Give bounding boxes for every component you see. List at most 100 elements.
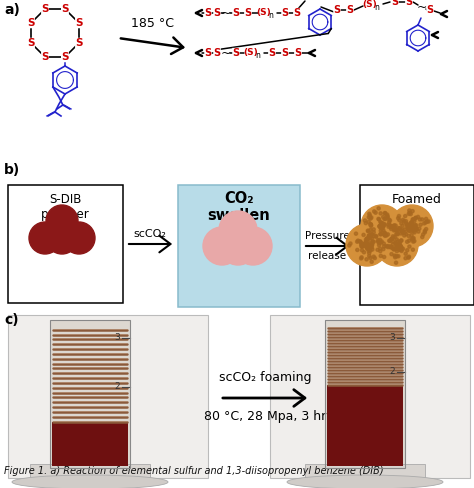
Circle shape — [373, 235, 375, 238]
Bar — [327, 385, 403, 466]
Circle shape — [407, 229, 410, 232]
Circle shape — [395, 244, 399, 246]
Circle shape — [379, 247, 382, 250]
Circle shape — [400, 246, 403, 249]
Circle shape — [409, 226, 412, 229]
Circle shape — [389, 246, 392, 249]
Circle shape — [382, 247, 385, 251]
Circle shape — [390, 252, 393, 256]
Text: S: S — [232, 48, 239, 58]
Circle shape — [406, 249, 409, 252]
Circle shape — [378, 224, 381, 228]
Circle shape — [420, 235, 424, 239]
Circle shape — [360, 256, 363, 259]
Circle shape — [364, 242, 367, 245]
Circle shape — [365, 238, 367, 241]
Circle shape — [372, 231, 375, 234]
Circle shape — [406, 240, 409, 244]
Text: S: S — [41, 4, 49, 14]
Circle shape — [423, 229, 427, 232]
Circle shape — [426, 220, 429, 223]
Circle shape — [366, 229, 370, 232]
Circle shape — [377, 244, 381, 247]
Circle shape — [386, 215, 389, 218]
Circle shape — [366, 246, 370, 250]
Circle shape — [388, 219, 392, 222]
Circle shape — [383, 223, 386, 226]
Circle shape — [219, 211, 257, 249]
Circle shape — [411, 218, 415, 221]
Circle shape — [411, 218, 414, 221]
Circle shape — [366, 244, 369, 247]
Circle shape — [361, 205, 403, 247]
Circle shape — [346, 224, 388, 266]
Circle shape — [379, 212, 382, 215]
Circle shape — [373, 257, 376, 260]
Circle shape — [359, 240, 362, 243]
Circle shape — [396, 240, 399, 243]
Text: release: release — [308, 251, 346, 261]
Circle shape — [408, 223, 411, 226]
Circle shape — [398, 247, 401, 251]
Circle shape — [394, 241, 397, 244]
Circle shape — [394, 229, 398, 232]
Bar — [325, 320, 405, 468]
Circle shape — [366, 237, 369, 241]
Circle shape — [365, 240, 367, 243]
Text: S: S — [27, 18, 35, 28]
Circle shape — [387, 244, 390, 248]
Circle shape — [361, 243, 365, 246]
Circle shape — [395, 247, 399, 251]
Circle shape — [368, 254, 371, 258]
Circle shape — [399, 244, 402, 247]
Text: S-DIB
polymer: S-DIB polymer — [41, 193, 90, 221]
Text: (S): (S) — [363, 0, 377, 8]
Bar — [360, 185, 474, 305]
Circle shape — [360, 242, 363, 245]
Circle shape — [390, 238, 392, 241]
Text: CO₂
swollen: CO₂ swollen — [208, 191, 270, 224]
Circle shape — [392, 229, 396, 232]
Circle shape — [383, 231, 386, 234]
Circle shape — [397, 244, 400, 247]
Circle shape — [398, 241, 401, 244]
Circle shape — [397, 255, 400, 258]
Circle shape — [389, 245, 392, 248]
Circle shape — [398, 248, 401, 251]
Circle shape — [368, 214, 372, 217]
Circle shape — [395, 255, 399, 258]
Bar — [50, 320, 130, 468]
Circle shape — [369, 223, 372, 225]
Circle shape — [368, 245, 372, 248]
Circle shape — [370, 245, 374, 249]
Text: S: S — [333, 5, 340, 15]
Circle shape — [401, 247, 404, 250]
Circle shape — [393, 227, 397, 231]
Circle shape — [365, 244, 369, 247]
Circle shape — [427, 220, 430, 223]
Circle shape — [392, 224, 396, 227]
Circle shape — [358, 240, 362, 244]
Circle shape — [383, 223, 386, 226]
Circle shape — [383, 233, 386, 236]
Text: ~: ~ — [221, 6, 231, 20]
Circle shape — [369, 223, 372, 226]
Circle shape — [396, 244, 399, 247]
Circle shape — [389, 224, 392, 227]
Circle shape — [400, 222, 403, 225]
Circle shape — [395, 244, 398, 247]
Circle shape — [234, 227, 272, 265]
Text: 3: 3 — [114, 333, 120, 342]
Text: 185 °C: 185 °C — [131, 17, 174, 30]
Text: n: n — [374, 3, 380, 13]
Circle shape — [401, 231, 404, 234]
Circle shape — [380, 227, 383, 230]
Circle shape — [413, 223, 416, 226]
Text: S: S — [293, 8, 301, 18]
Circle shape — [378, 238, 382, 242]
Text: (S): (S) — [256, 7, 272, 17]
Circle shape — [423, 222, 426, 225]
Circle shape — [410, 222, 412, 225]
Circle shape — [347, 244, 351, 247]
Circle shape — [386, 233, 390, 236]
